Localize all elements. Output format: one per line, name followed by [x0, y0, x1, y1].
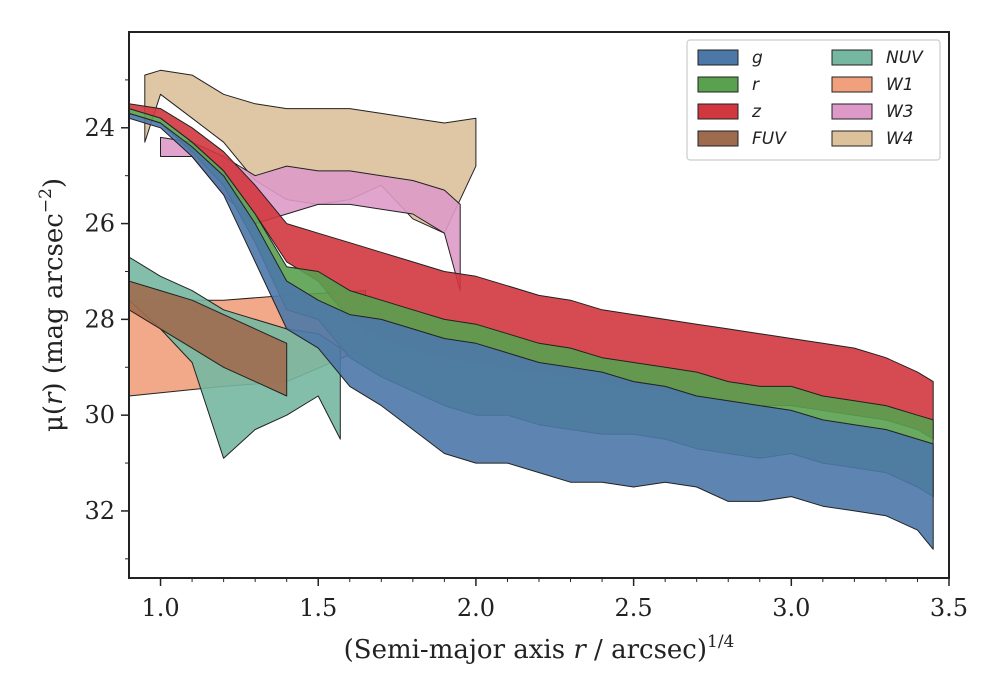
legend-swatch-w3: [831, 103, 873, 120]
band-fuv: [129, 280, 288, 397]
x-axis-label-sup: 1/4: [707, 632, 734, 652]
x-tick-label: 3.0: [772, 594, 810, 622]
y-axis-ticks: 24 26 28 30 32: [84, 79, 129, 560]
band-g: [129, 112, 934, 550]
y-tick-label: 28: [84, 305, 115, 333]
x-axis-label-unit: / arcsec): [586, 635, 707, 665]
x-axis-label: (Semi-major axis r / arcsec)1/4: [344, 632, 735, 665]
x-axis-label-var: r: [573, 635, 587, 665]
y-tick-label: 24: [84, 114, 115, 142]
legend-swatch-g: [697, 49, 739, 66]
legend-swatch-r: [697, 76, 739, 93]
legend-label-g: g: [752, 48, 763, 68]
x-tick-label: 2.0: [457, 594, 495, 622]
y-axis-label-unit: ) (mag arcsec: [39, 213, 69, 392]
legend-label-z: z: [751, 102, 762, 122]
legend-label-r: r: [752, 75, 760, 95]
legend-label-w3: W3: [886, 102, 914, 122]
y-axis-label-sup: −2: [36, 188, 56, 213]
legend-label-fuv: FUV: [752, 129, 787, 149]
series-layer: [129, 69, 934, 550]
legend-label-w4: W4: [886, 129, 914, 149]
y-axis-label-var: r: [39, 391, 69, 405]
legend-swatch-w1: [831, 76, 873, 93]
y-axis-label-close: ): [39, 178, 69, 188]
legend-swatch-w4: [831, 130, 873, 147]
x-axis-ticks: 1.0 1.5 2.0 2.5 3.0 3.5: [141, 578, 968, 622]
x-axis-label-main: (Semi-major axis: [344, 635, 574, 665]
legend-label-nuv: NUV: [886, 48, 924, 68]
y-tick-label: 30: [84, 401, 115, 429]
y-tick-label: 32: [84, 497, 115, 525]
x-tick-label: 1.0: [141, 594, 179, 622]
x-tick-label: 1.5: [299, 594, 337, 622]
legend-frame: [686, 39, 941, 161]
y-tick-label: 26: [84, 210, 115, 238]
x-tick-label: 2.5: [615, 594, 653, 622]
legend-swatch-z: [697, 103, 739, 120]
legend: grz FUV NUV W1 W3 W4: [686, 39, 941, 161]
x-tick-label: 3.5: [930, 594, 968, 622]
legend-label-w1: W1: [886, 75, 914, 95]
legend-swatch-nuv: [831, 49, 873, 66]
y-axis-label-main: μ(: [39, 405, 69, 432]
y-axis-label: μ(r) (mag arcsec−2): [36, 178, 69, 432]
legend-swatch-fuv: [697, 130, 739, 147]
